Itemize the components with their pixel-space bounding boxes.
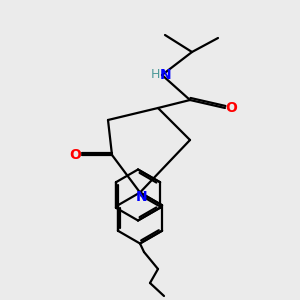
Text: O: O	[226, 101, 238, 115]
Text: N: N	[160, 68, 171, 82]
Text: H: H	[151, 68, 160, 82]
Text: N: N	[136, 190, 147, 204]
Text: O: O	[70, 148, 81, 162]
